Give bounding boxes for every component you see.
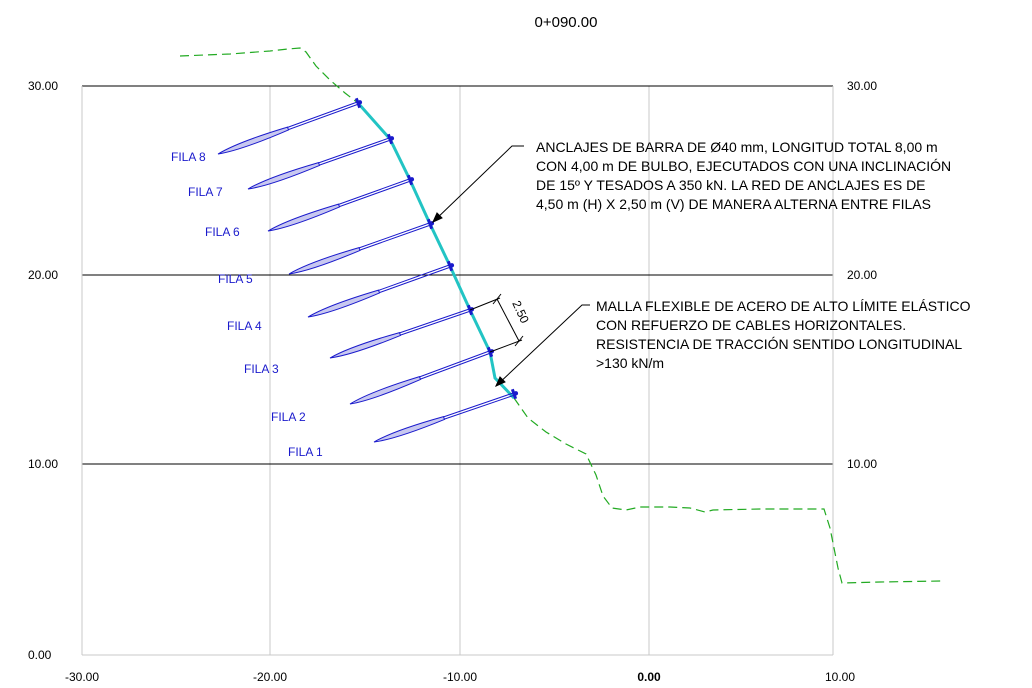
anchor-bar-8 [288,103,359,131]
anchor-bulb-8 [217,126,290,155]
anchor-bulb-5 [288,246,361,275]
row-label-6: FILA 6 [205,225,240,239]
y-tick-right-20: 20.00 [847,268,877,282]
anchors-note-line-4: 4,50 m (H) X 2,50 m (V) DE MANERA ALTERN… [536,196,931,212]
anchor-bar-7 [318,137,390,164]
spacing-dimension [469,293,524,353]
y-tick-10: 10.00 [28,457,58,471]
anchor-nut-8 [357,100,363,105]
anchor-bulb-6 [267,203,341,232]
anchor-nut-1 [513,391,519,396]
anchors-note-line-3: DE 15º Y TESADOS A 350 kN. LA RED DE ANC… [536,177,926,193]
anchor-bar-3 [400,310,471,336]
anchor-bulb-2 [349,375,422,405]
row-label-3: FILA 3 [244,362,279,376]
anchor-bar-3 [399,308,470,334]
anchor-bar-4 [379,266,451,294]
anchors-note-line-2: CON 4,00 m DE BULBO, EJECUTADOS CON UNA … [536,158,951,174]
y-tick-20: 20.00 [28,268,58,282]
frame [81,86,834,656]
anchor-bar-1 [444,394,515,420]
x-tick--30: -30.00 [65,670,99,684]
y-tick-right-30: 30.00 [847,79,877,93]
x-tick-0: 0.00 [637,670,661,684]
anchor-bulb-4 [307,289,381,318]
anchor-bar-8 [287,101,358,128]
mesh-note-line-4: >130 kN/m [596,355,664,371]
x-tick-10: 10.00 [825,670,855,684]
mesh-note-line-3: RESISTENCIA DE TRACCIÓN SENTIDO LONGITUD… [596,336,962,352]
anchor-nut-6 [409,177,415,182]
y-tick-right-10: 10.00 [847,457,877,471]
anchor-bar-6 [338,178,410,205]
anchor-bulb-1 [373,415,446,443]
mesh-note-line-2: CON REFUERZO DE CABLES HORIZONTALES. [596,317,906,333]
section-title: 0+090.00 [535,14,598,31]
row-label-5: FILA 5 [218,272,253,286]
anchor-bar-6 [339,180,411,208]
anchor-bar-5 [358,222,430,249]
terrain-lower [513,397,943,584]
row-label-2: FILA 2 [271,410,306,424]
row-label-8: FILA 8 [171,150,206,164]
x-tick--20: -20.00 [253,670,287,684]
y-tick-0: 0.00 [28,648,52,662]
mesh-note-leader [495,304,590,387]
y-tick-30: 30.00 [28,79,58,93]
anchors-note-line-1: ANCLAJES DE BARRA DE Ø40 mm, LONGITUD TO… [536,139,938,155]
mesh-note-line-1: MALLA FLEXIBLE DE ACERO DE ALTO LÍMITE E… [596,298,971,314]
anchor-bulb-3 [329,331,402,359]
horizontal-grid [82,85,833,465]
anchor-bar-4 [378,264,450,291]
anchor-bulb-7 [247,161,321,190]
anchor-bar-7 [319,139,391,166]
anchor-nut-7 [389,136,395,141]
anchor-bar-2 [420,352,491,380]
row-label-4: FILA 4 [227,319,262,333]
spacing-dimension-label: 2.50 [509,298,532,325]
row-label-1: FILA 1 [288,445,323,459]
anchor-bar-5 [359,224,431,251]
anchors-note-leader [432,145,524,223]
anchors [217,97,519,443]
terrain-upper [179,47,359,104]
anchor-nut-4 [449,263,455,268]
terrain-profile [179,47,943,584]
x-tick--10: -10.00 [443,670,477,684]
row-label-7: FILA 7 [188,185,223,199]
anchor-bar-1 [443,392,514,418]
anchor-bar-2 [419,350,490,378]
